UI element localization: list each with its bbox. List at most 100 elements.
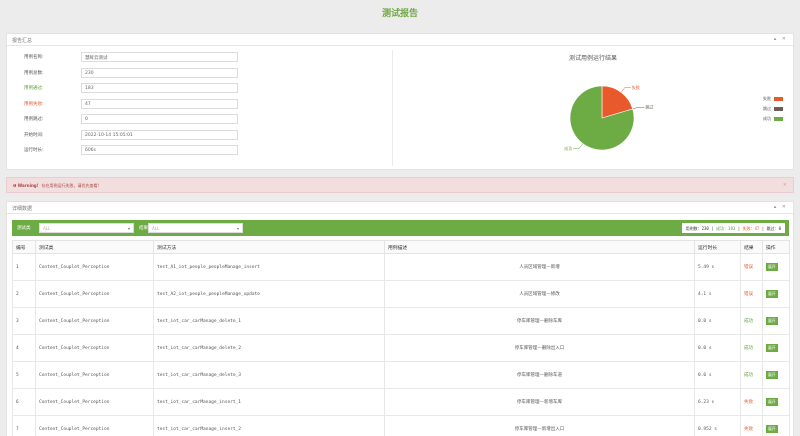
field-value: 47 <box>81 98 238 109</box>
summary-field: 用例总数: 230 <box>24 67 239 78</box>
filter-bar: 测试类 ALL ▾ 结果 ALL ▾ 用例数：230 | 成功：183 | 失败… <box>12 220 789 236</box>
result-select-value: ALL <box>152 226 160 231</box>
pie-slice-label: 失败 <box>632 84 640 90</box>
column-header: 运行时长 <box>694 240 741 254</box>
class-select-value: ALL <box>43 226 51 231</box>
cell-method: test_iot_car_carManage_delete_3 <box>153 361 385 389</box>
cell-desc: 停车库管理—新增车库 <box>384 388 695 416</box>
field-label: 用例失败: <box>24 101 44 107</box>
legend-item[interactable]: 跳过 <box>743 106 783 113</box>
cell-id: 3 <box>12 307 36 335</box>
table-row: 4 Content_Couplet_Perception test_iot_car_… <box>12 334 790 362</box>
cell-method: test_A2_iot_people_peopleManage_update <box>153 280 385 308</box>
cell-result: 成功 <box>740 334 763 362</box>
expand-button[interactable]: 展开 <box>766 398 778 406</box>
expand-button[interactable]: 展开 <box>766 344 778 352</box>
table-row: 3 Content_Couplet_Perception test_iot_car_… <box>12 307 790 335</box>
expand-button[interactable]: 展开 <box>766 371 778 379</box>
cell-result: 错误 <box>740 253 763 281</box>
cell-cls: Content_Couplet_Perception <box>35 307 154 335</box>
detail-panel-title: 详细数据 <box>12 206 33 212</box>
cell-method: test_iot_car_carManage_insert_2 <box>153 415 385 436</box>
cell-result: 失败 <box>740 415 763 436</box>
cell-method: test_A1_iot_people_peopleManage_insert <box>153 253 385 281</box>
cell-id: 7 <box>12 415 36 436</box>
cell-cls: Content_Couplet_Perception <box>35 388 154 416</box>
cell-desc: 人员区域管理—修改 <box>384 280 695 308</box>
summary-field: 用例跳过: 0 <box>24 114 239 124</box>
cell-desc: 停车库管理—删除车库 <box>384 307 695 335</box>
pie-chart-title: 测试用例运行结果 <box>568 55 617 62</box>
field-value: 230 <box>81 67 238 78</box>
cell-desc: 停车库管理—删除车道 <box>384 361 695 389</box>
cell-cls: Content_Couplet_Perception <box>35 361 154 389</box>
cell-id: 4 <box>12 334 36 362</box>
divider <box>392 50 393 166</box>
pie-slice[interactable] <box>569 85 635 151</box>
summary-field: 用例名称: 慧眸云测试 <box>24 52 239 62</box>
detail-panel: 详细数据 ▴ ✕ 测试类 ALL ▾ 结果 ALL ▾ 用例数：230 | 成功… <box>6 201 794 436</box>
table-row: 7 Content_Couplet_Perception test_iot_car_… <box>12 415 790 436</box>
legend-item[interactable]: 失败 <box>743 96 783 103</box>
legend-swatch <box>774 97 783 101</box>
cell-time: 5.49 s <box>694 253 741 281</box>
column-header: 用例描述 <box>384 240 695 254</box>
table-header: 编号 测试类 测试方法 用例描述 运行时长 结果 操作 <box>12 240 790 254</box>
cell-op: 展开 <box>762 280 790 308</box>
table-row: 5 Content_Couplet_Perception test_iot_car_… <box>12 361 790 389</box>
table-row: 1 Content_Couplet_Perception test_A1_iot_p… <box>12 253 790 281</box>
cell-op: 展开 <box>762 253 790 281</box>
column-header: 测试方法 <box>153 240 385 254</box>
expand-button[interactable]: 展开 <box>766 425 778 433</box>
legend-label: 成功 <box>763 116 771 121</box>
expand-button[interactable]: 展开 <box>766 263 778 271</box>
cell-cls: Content_Couplet_Perception <box>35 280 154 308</box>
result-select[interactable]: ALL ▾ <box>148 223 243 233</box>
summary-panel-title: 报告汇总 <box>12 38 33 44</box>
field-label: 用例总数: <box>24 70 44 76</box>
pie-leader-line <box>573 143 584 149</box>
cell-time: 0.952 s <box>694 415 741 436</box>
summary-field: 开始时间: 2022-10-14 15:05:01 <box>24 129 239 140</box>
cell-id: 6 <box>12 388 36 416</box>
summary-panel-header: 报告汇总 ▴ ✕ <box>7 34 793 46</box>
stat-total: 230 <box>701 225 709 231</box>
stat-pass: 183 <box>728 225 736 231</box>
stat-skip: 0 <box>778 225 781 231</box>
detail-panel-header: 详细数据 ▴ ✕ <box>7 202 793 214</box>
warning-alert: ❶ Warning! 存在用例运行失败，请优先查看! × <box>6 177 794 193</box>
table-row: 2 Content_Couplet_Perception test_A2_iot_p… <box>12 280 790 308</box>
legend-swatch <box>774 117 783 121</box>
panel-controls[interactable]: ▴ ✕ <box>773 204 788 210</box>
cell-time: 6.23 s <box>694 388 741 416</box>
legend-swatch <box>774 107 783 111</box>
cell-time: 0.0 s <box>694 361 741 389</box>
cell-result: 成功 <box>740 361 763 389</box>
summary-field: 运行时长: 606s <box>24 145 239 155</box>
page-title: 测试报告 <box>381 9 418 19</box>
cell-op: 展开 <box>762 415 790 436</box>
filter-result-label: 结果 <box>139 226 148 231</box>
close-icon[interactable]: × <box>782 182 787 188</box>
field-label: 用例通过: <box>24 86 44 91</box>
pie-slice[interactable] <box>601 85 634 119</box>
cell-cls: Content_Couplet_Perception <box>35 334 154 362</box>
stat-fail: 47 <box>754 225 760 231</box>
column-header: 测试类 <box>35 240 154 254</box>
field-value: 183 <box>81 83 238 93</box>
expand-button[interactable]: 展开 <box>766 317 778 325</box>
summary-panel: 报告汇总 ▴ ✕ 用例名称: 慧眸云测试用例总数: 230 用例通过: 183 用例失败:… <box>6 33 794 170</box>
legend-item[interactable]: 成功 <box>743 116 783 123</box>
table-row: 6 Content_Couplet_Perception test_iot_car_… <box>12 388 790 416</box>
field-value: 0 <box>81 114 238 124</box>
cell-time: 0.0 s <box>694 334 741 362</box>
cell-op: 展开 <box>762 334 790 362</box>
chevron-down-icon: ▾ <box>127 226 130 231</box>
expand-button[interactable]: 展开 <box>766 290 778 298</box>
panel-controls[interactable]: ▴ ✕ <box>773 36 788 42</box>
pie-legend[interactable]: 失败跳过成功 <box>743 96 783 126</box>
cell-time: 4.1 s <box>694 280 741 308</box>
cell-desc: 停车库管理—新增出入口 <box>384 415 695 436</box>
cell-method: test_iot_car_carManage_delete_2 <box>153 334 385 362</box>
class-select[interactable]: ALL ▾ <box>39 223 134 233</box>
